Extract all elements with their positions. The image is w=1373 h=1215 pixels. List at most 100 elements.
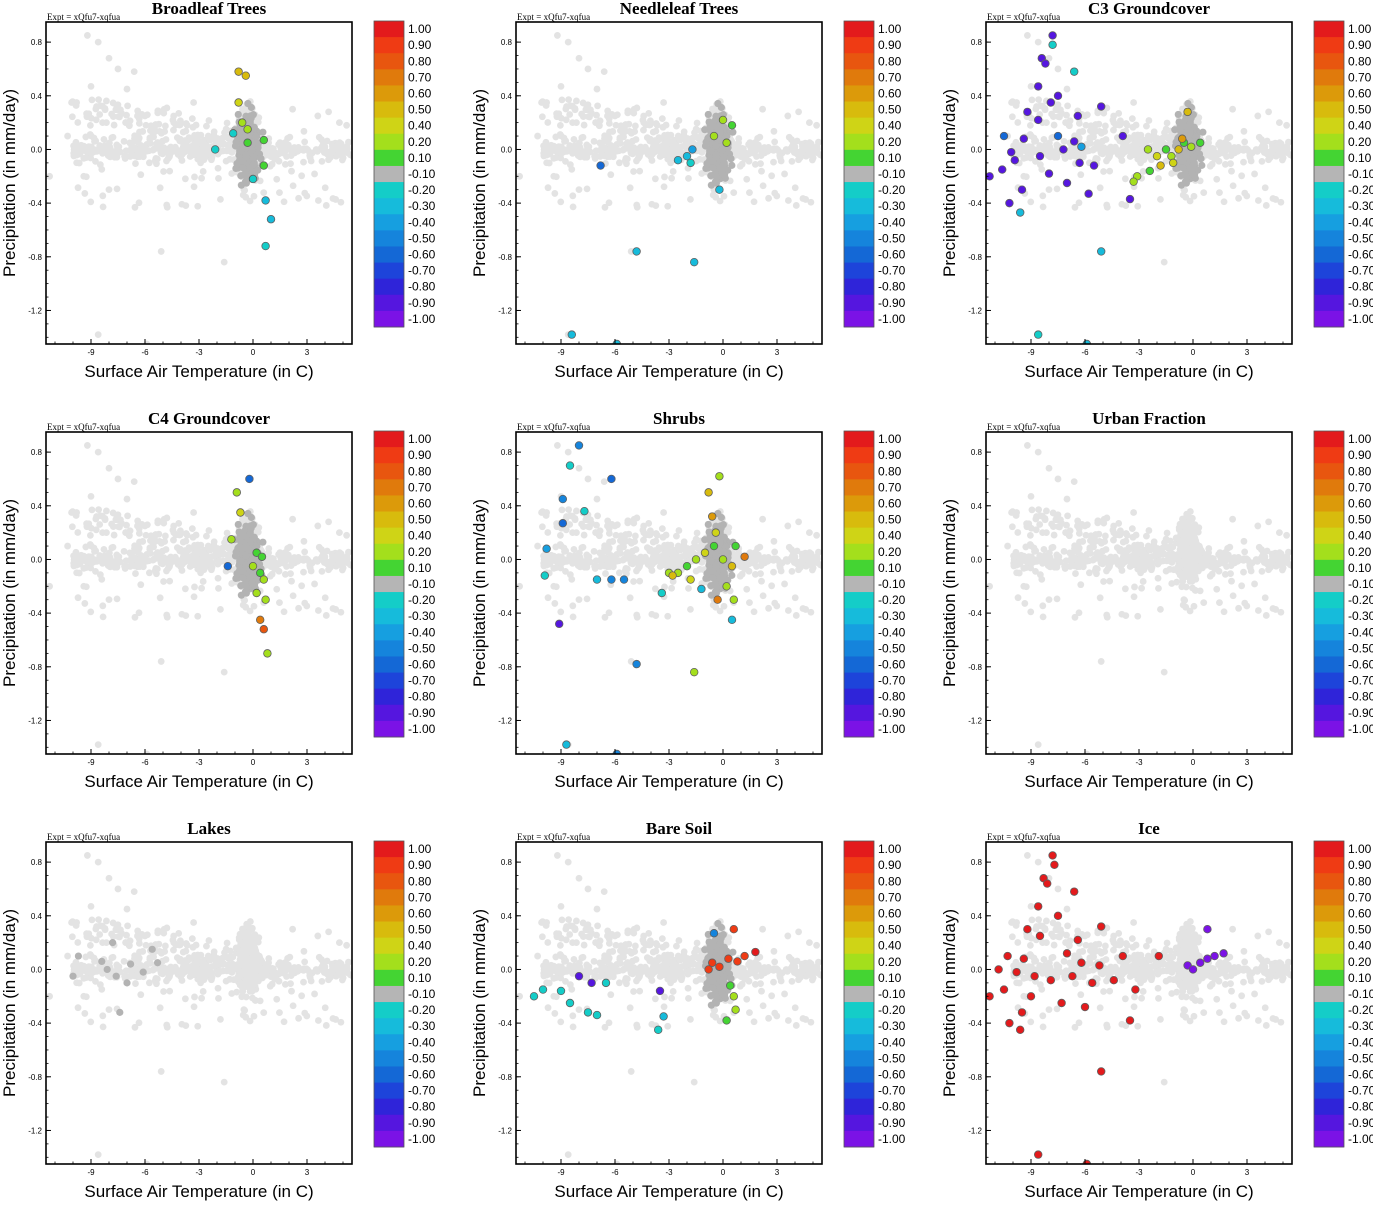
- colorbar-label: -0.70: [408, 264, 436, 278]
- colorbar-label: -0.90: [1348, 296, 1373, 310]
- background-point: [102, 106, 109, 113]
- background-point: [208, 566, 215, 573]
- background-point: [281, 198, 288, 205]
- points-layer: [46, 442, 355, 757]
- background-point: [182, 128, 189, 135]
- background-point: [1247, 154, 1254, 161]
- background-point: [1009, 113, 1016, 120]
- background-point: [95, 39, 102, 46]
- background-point: [336, 149, 343, 156]
- background-point: [1164, 120, 1171, 127]
- colorbar: 1.000.900.800.700.600.500.400.200.10-0.1…: [374, 21, 436, 327]
- neutral-point: [713, 153, 720, 160]
- data-point: [267, 215, 275, 223]
- background-point: [1115, 147, 1122, 154]
- y-axis-label: Precipitation (in mm/day): [470, 89, 489, 277]
- neutral-point: [1197, 155, 1204, 162]
- neutral-point: [257, 155, 264, 162]
- colorbar-label: 0.90: [878, 38, 902, 52]
- colorbar-swatch: [844, 246, 874, 263]
- neutral-point: [244, 100, 251, 107]
- background-point: [191, 132, 198, 139]
- data-point: [1130, 178, 1138, 186]
- background-point: [534, 133, 541, 140]
- background-point: [153, 160, 160, 167]
- background-point: [806, 149, 813, 156]
- background-point: [1076, 129, 1083, 136]
- background-point: [158, 248, 165, 255]
- background-point: [1119, 157, 1126, 164]
- background-point: [564, 148, 571, 155]
- background-point: [1038, 166, 1045, 173]
- background-point: [80, 173, 87, 180]
- background-point: [648, 201, 655, 208]
- background-point: [1051, 154, 1058, 161]
- background-point: [1101, 128, 1108, 135]
- background-point: [792, 184, 799, 191]
- background-point: [1213, 176, 1220, 183]
- colorbar-swatch: [374, 102, 404, 119]
- data-point: [244, 126, 252, 134]
- background-point: [1015, 144, 1022, 151]
- background-point: [150, 130, 157, 137]
- background-point: [282, 571, 289, 578]
- background-point: [73, 562, 80, 569]
- background-point: [557, 198, 564, 205]
- colorbar-swatch: [374, 53, 404, 70]
- colorbar-swatch: [844, 37, 874, 54]
- neutral-point: [718, 170, 725, 177]
- background-point: [554, 32, 561, 39]
- background-point: [566, 111, 573, 118]
- data-point: [1070, 68, 1078, 76]
- background-point: [301, 128, 308, 135]
- background-point: [268, 153, 275, 160]
- colorbar-swatch: [844, 182, 874, 199]
- background-point: [606, 129, 613, 136]
- background-point: [289, 106, 296, 113]
- background-point: [652, 128, 659, 135]
- x-tick-label: 3: [305, 348, 310, 357]
- colorbar-label: -1.00: [878, 312, 906, 326]
- background-point: [1024, 32, 1031, 39]
- data-point: [1000, 132, 1008, 140]
- background-point: [623, 160, 630, 167]
- data-point: [1153, 152, 1161, 160]
- background-point: [96, 111, 103, 118]
- colorbar-swatch: [844, 263, 874, 280]
- colorbar-swatch: [374, 150, 404, 167]
- background-point: [1276, 149, 1283, 156]
- background-point: [620, 130, 627, 137]
- colorbar-swatch: [844, 214, 874, 231]
- colorbar-swatch: [1314, 279, 1344, 296]
- neutral-point: [249, 147, 256, 154]
- data-point: [249, 175, 257, 183]
- background-point: [166, 168, 173, 175]
- background-point: [161, 128, 168, 135]
- background-point: [1090, 130, 1097, 137]
- background-point: [558, 83, 565, 90]
- background-point: [1082, 113, 1089, 120]
- neutral-point: [1183, 153, 1190, 160]
- background-point: [159, 560, 166, 567]
- background-point: [98, 166, 105, 173]
- background-point: [785, 197, 792, 204]
- background-point: [576, 140, 583, 147]
- background-point: [1122, 175, 1129, 182]
- data-point: [568, 331, 576, 339]
- y-axis-label: Precipitation (in mm/day): [0, 89, 19, 277]
- data-point: [1063, 179, 1071, 187]
- colorbar-label: 0.50: [408, 103, 432, 117]
- background-point: [1064, 86, 1071, 93]
- background-point: [146, 569, 153, 576]
- background-point: [627, 143, 634, 150]
- background-point: [157, 184, 164, 191]
- x-tick-label: -9: [557, 348, 565, 357]
- background-point: [118, 110, 125, 117]
- background-point: [1076, 120, 1083, 127]
- background-point: [671, 143, 678, 150]
- background-point: [743, 176, 750, 183]
- data-point: [260, 162, 268, 170]
